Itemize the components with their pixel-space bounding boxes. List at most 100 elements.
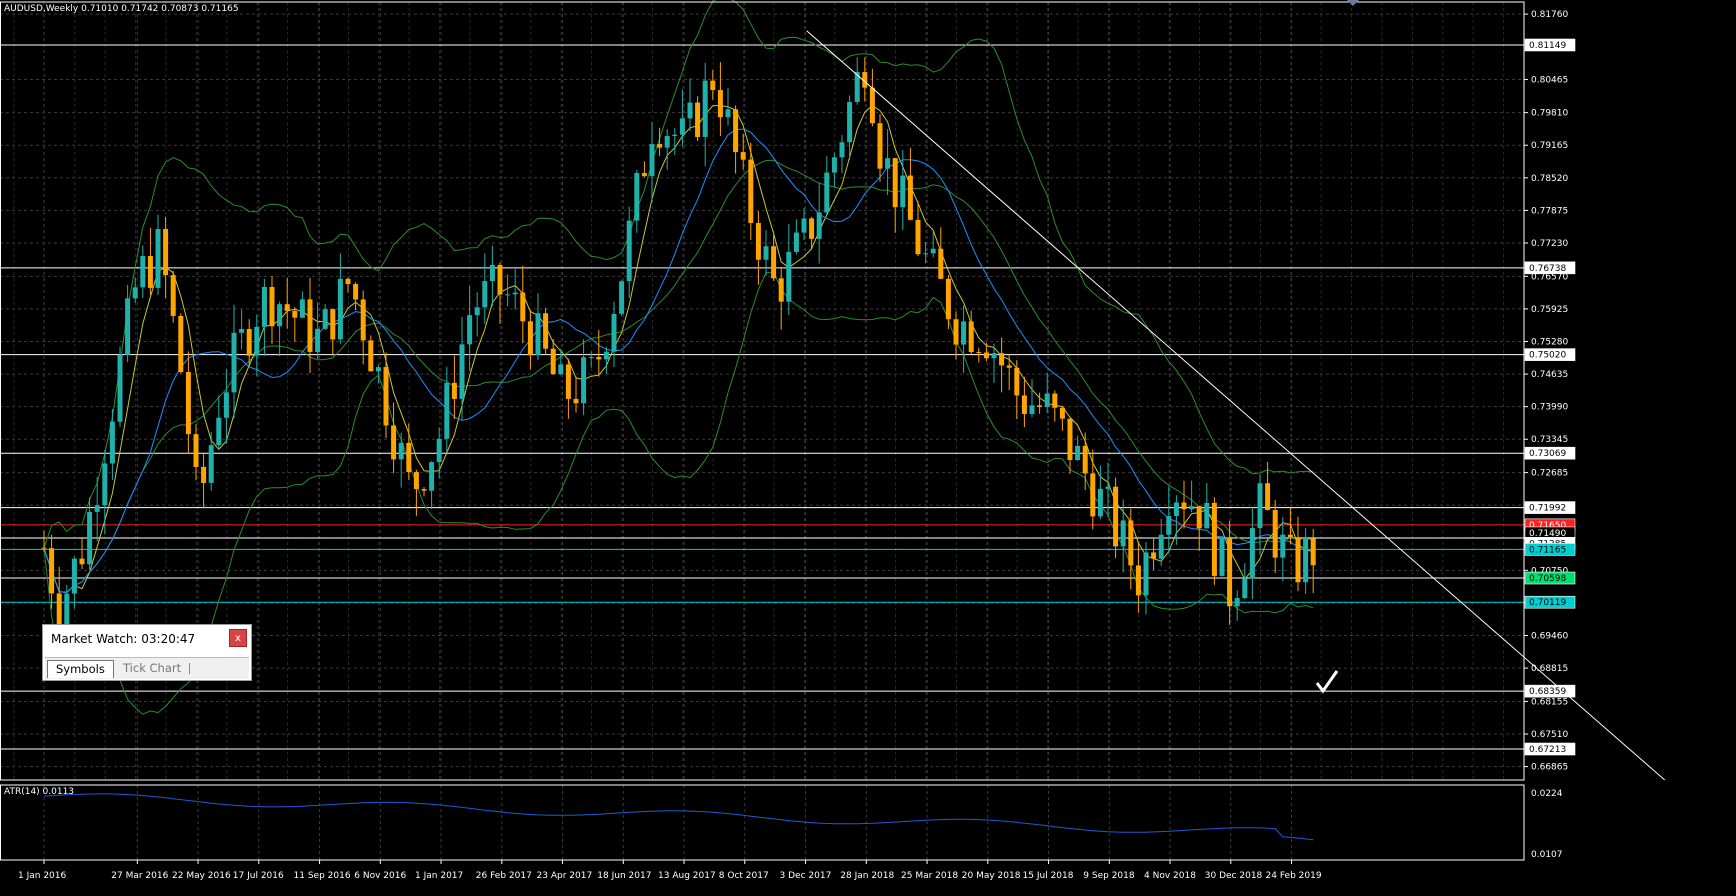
candle-body (436, 438, 442, 463)
candle-body (763, 246, 769, 260)
candle-body (1067, 418, 1073, 460)
candle-body (1265, 483, 1271, 510)
candle-body (353, 284, 359, 300)
candle-body (147, 255, 153, 288)
candle-body (1044, 393, 1050, 407)
candle-body (831, 157, 837, 173)
price-tag-box (1524, 571, 1576, 585)
price-label: 0.78520 (1531, 174, 1568, 184)
price-label: 0.66865 (1531, 763, 1568, 773)
price-tag-box (1524, 684, 1576, 698)
candle-body (284, 304, 290, 311)
time-label: 3 Dec 2017 (780, 871, 832, 881)
trendline[interactable] (806, 30, 1666, 781)
candle-body (755, 222, 761, 260)
candle-body (368, 340, 374, 372)
candle-body (512, 292, 518, 295)
price-tag-box (1524, 543, 1576, 556)
candle-body (467, 315, 473, 345)
price-tag-text: 0.70119 (1529, 598, 1566, 608)
candle-body (277, 304, 283, 327)
candle-body (961, 321, 967, 345)
market-watch-title: Market Watch: 03:20:47 (51, 632, 196, 646)
slow-ma-line (43, 128, 1314, 593)
candle-body (1143, 552, 1149, 596)
candle-body (793, 232, 799, 252)
candle-body (1037, 405, 1043, 407)
time-label: 30 Dec 2018 (1205, 871, 1263, 881)
price-tag-box (1524, 501, 1576, 514)
price-label: 0.80465 (1531, 76, 1568, 86)
candle-body (125, 298, 131, 355)
candle-body (573, 398, 579, 404)
candle-body (489, 264, 495, 282)
candle-body (1014, 367, 1020, 396)
candle-body (41, 547, 47, 549)
candle-body (1303, 538, 1309, 583)
price-tag: 0.70119 (1524, 595, 1576, 609)
time-label: 1 Jan 2016 (18, 871, 66, 881)
candle-body (900, 175, 906, 208)
candle-body (869, 87, 875, 124)
candle-body (991, 353, 997, 359)
price-tag: 0.76738 (1524, 261, 1576, 275)
candle-body (56, 593, 62, 634)
price-tag: 0.70598 (1524, 571, 1576, 585)
candle-body (1249, 528, 1255, 579)
candle-body (1196, 506, 1202, 529)
candle-body (1242, 578, 1248, 599)
candle-body (322, 309, 328, 329)
candle-body (740, 152, 746, 160)
market-watch-window[interactable]: Market Watch: 03:20:47 x Symbols Tick Ch… (42, 624, 252, 681)
candle-body (413, 472, 419, 490)
candle-body (1021, 395, 1027, 414)
candle-body (664, 136, 670, 148)
candle-body (505, 294, 511, 296)
price-tag-text: 0.75020 (1529, 351, 1566, 361)
candle-body (185, 372, 191, 435)
candle-body (1082, 445, 1088, 474)
price-tag-box (1524, 446, 1576, 460)
candle-body (649, 144, 655, 177)
candle-body (923, 253, 929, 255)
candle-body (717, 90, 723, 118)
candle-body (596, 356, 602, 360)
candle-body (360, 299, 366, 341)
candle-body (231, 332, 237, 393)
close-button[interactable]: x (229, 629, 247, 647)
price-tags: 0.81149 0.76738 0.75020 0.73069 0.71992 0.716… (1524, 38, 1576, 756)
atr-frame (0, 784, 1525, 861)
tab-symbols[interactable]: Symbols (47, 660, 114, 678)
price-label: 0.73345 (1531, 435, 1568, 445)
price-tag-text: 0.71490 (1529, 529, 1566, 539)
atr-line (43, 793, 1314, 841)
candle-body (163, 229, 169, 276)
price-tag-text: 0.70598 (1529, 574, 1566, 584)
candle-body (1059, 407, 1065, 419)
time-label: 25 Mar 2018 (901, 871, 958, 881)
candle-body (1257, 483, 1263, 529)
candle-body (1272, 509, 1278, 558)
price-label: 0.69460 (1531, 632, 1568, 642)
candle-body (429, 462, 435, 491)
candle-body (839, 142, 845, 158)
candle-body (391, 425, 397, 460)
candle-body (1310, 538, 1316, 566)
candle-body (201, 466, 207, 483)
scroll-arrow-icon[interactable] (1347, 0, 1359, 6)
candle-body (1181, 502, 1187, 510)
price-tag-box (1524, 348, 1576, 361)
tab-separator (189, 663, 190, 674)
candle-body (725, 109, 731, 118)
candle-body (451, 382, 457, 399)
candle-body (383, 367, 389, 426)
candle-body (565, 364, 571, 399)
time-label: 4 Nov 2018 (1144, 871, 1196, 881)
candle-body (132, 287, 138, 299)
time-label: 6 Nov 2016 (354, 871, 406, 881)
tab-tick-chart[interactable]: Tick Chart (123, 661, 182, 675)
candle-body (109, 421, 115, 464)
candle-body (641, 173, 647, 177)
price-label: 0.79165 (1531, 141, 1568, 151)
